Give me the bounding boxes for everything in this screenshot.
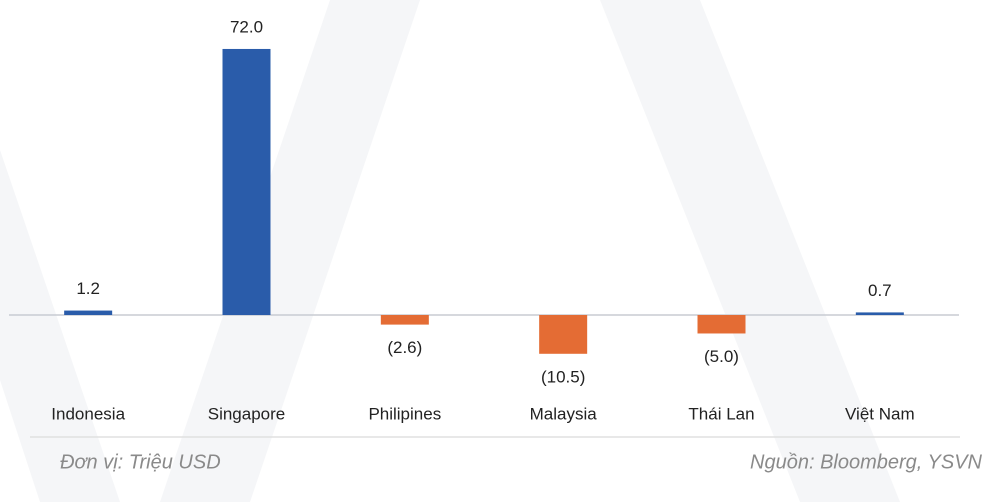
x-tick-label: Philipines <box>368 404 441 423</box>
x-tick-label: Việt Nam <box>845 404 915 423</box>
source: Nguồn: Bloomberg, YSVN <box>750 451 983 473</box>
value-label: (2.6) <box>387 338 422 357</box>
x-tick-label: Singapore <box>208 404 286 423</box>
bar <box>539 315 588 354</box>
value-label: 1.2 <box>76 279 100 298</box>
bar <box>697 315 746 334</box>
watermark <box>600 0 900 502</box>
value-label: 0.7 <box>868 281 892 300</box>
x-tick-label: Thái Lan <box>688 404 754 423</box>
bar <box>64 310 113 315</box>
bar <box>380 315 429 325</box>
bar <box>855 312 904 315</box>
value-label: (10.5) <box>541 367 585 386</box>
watermark <box>160 0 420 502</box>
x-tick-label: Malaysia <box>530 404 598 423</box>
bar <box>222 48 271 316</box>
x-tick-label: Indonesia <box>51 404 125 423</box>
value-label: (5.0) <box>704 347 739 366</box>
unit-note: Đơn vị: Triệu USD <box>60 451 221 473</box>
watermark <box>0 150 120 502</box>
value-label: 72.0 <box>230 17 263 36</box>
